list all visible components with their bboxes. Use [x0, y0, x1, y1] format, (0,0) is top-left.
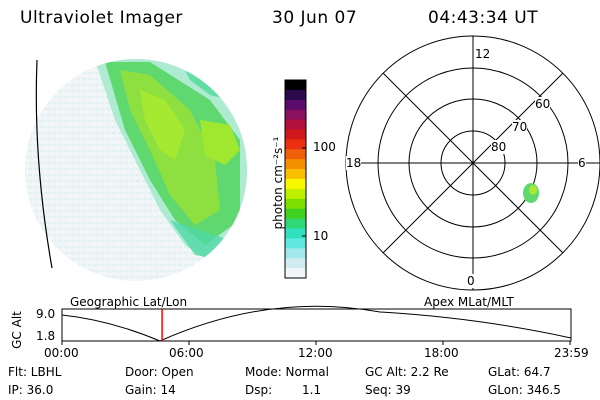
lat-label-80: 80 [491, 140, 507, 154]
colorbar-segment [285, 228, 306, 239]
lat-label-70: 70 [512, 120, 528, 134]
ip-info: IP: 36.0 [8, 383, 54, 397]
colorbar-segment [285, 248, 306, 259]
timeline-ytick-min: 1.8 [36, 329, 56, 343]
uv-image-disc [25, 59, 247, 281]
mode-info: Mode: Normal [245, 365, 329, 379]
glat-info: GLat: 64.7 [488, 365, 551, 379]
door-info: Door: Open [125, 365, 194, 379]
colorbar-tick-100: 100 [313, 140, 336, 154]
mlt-label-18: 18 [346, 156, 362, 170]
colorbar-segment [285, 268, 306, 279]
colorbar-tick-10: 10 [313, 229, 329, 243]
colorbar-segment [285, 238, 306, 249]
colorbar-segment [285, 139, 306, 150]
date-label: 30 Jun 07 [272, 8, 358, 28]
lat-label-60: 60 [535, 97, 551, 111]
gain-info: Gain: 14 [125, 383, 176, 397]
colorbar-segment [285, 188, 306, 200]
timeline-frame [61, 308, 572, 342]
colorbar-segment [285, 149, 306, 160]
time-label: 04:43:34 UT [428, 8, 539, 28]
seq-info: Seq: 39 [365, 383, 411, 397]
timeline-xtick-0: 00:00 [44, 346, 79, 360]
timeline-right-label: Apex MLat/MLT [424, 295, 514, 309]
timeline-ytick-max: 9.0 [36, 307, 56, 321]
colorbar-segment [285, 169, 306, 180]
colorbar-segment [285, 99, 306, 111]
gc-alt-info: GC Alt: 2.2 Re [365, 365, 449, 379]
timeline-xtick-3: 18:00 [424, 346, 459, 360]
dsp-label: Dsp: [245, 383, 273, 397]
mlt-label-12: 12 [475, 47, 491, 61]
filter-info: Flt: LBHL [8, 365, 62, 379]
mlt-label-6: 6 [578, 156, 586, 170]
dsp-value: 1.1 [302, 383, 322, 397]
colorbar-segment [285, 159, 306, 170]
app-title: Ultraviolet Imager [20, 8, 183, 28]
earth-limb-arc [35, 59, 53, 269]
colorbar-segment [285, 119, 306, 130]
colorbar-segment [285, 109, 306, 121]
colorbar-segment [285, 179, 306, 190]
glon-info: GLon: 346.5 [488, 383, 561, 397]
colorbar-segment [285, 258, 306, 269]
altitude-curve [61, 305, 572, 342]
colorbar-segment [285, 208, 306, 220]
mlt-label-0: 0 [467, 274, 475, 288]
timeline-xtick-2: 12:00 [298, 346, 333, 360]
colorbar-segment [285, 198, 306, 210]
colorbar-segment [285, 89, 306, 101]
colorbar-segment [285, 129, 306, 140]
timeline-xtick-4: 23:59 [554, 346, 589, 360]
colorbar-segment [285, 80, 306, 91]
colorbar-segment [285, 218, 306, 229]
timeline-xtick-1: 06:00 [169, 346, 204, 360]
timeline-left-label: Geographic Lat/Lon [70, 295, 188, 309]
